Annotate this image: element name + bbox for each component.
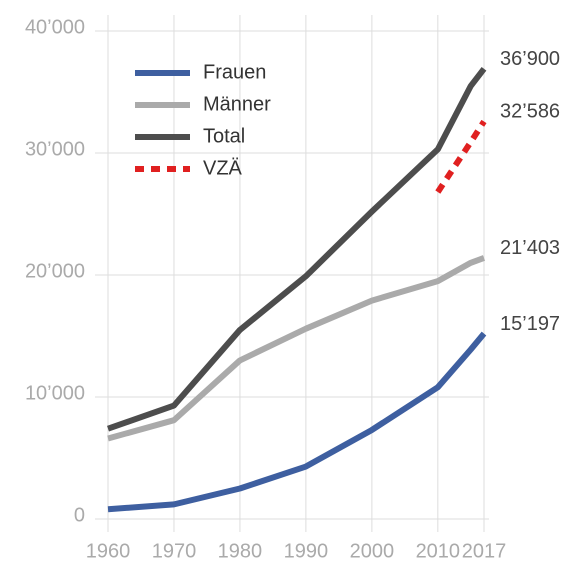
series-line [107, 66, 487, 432]
x-tick-label: 2010 [416, 540, 461, 562]
legend-label: Männer [203, 93, 271, 115]
x-tick-label: 2000 [350, 540, 395, 562]
x-tick-label: 1970 [152, 540, 197, 562]
series-line [107, 255, 486, 442]
y-tick-label: 20’000 [25, 260, 85, 282]
legend-label: Total [203, 125, 245, 147]
y-tick-label: 10’000 [25, 382, 85, 404]
legend-label: VZÄ [203, 157, 243, 179]
y-tick-label: 30’000 [25, 138, 85, 160]
series-line [107, 331, 487, 513]
x-tick-label: 1980 [218, 540, 263, 562]
y-tick-label: 0 [74, 504, 85, 526]
value-label: 15’197 [500, 313, 560, 335]
series-line [435, 119, 487, 194]
value-label: 36’900 [500, 48, 560, 70]
value-label: 21’403 [500, 237, 560, 259]
x-tick-label: 1960 [86, 540, 131, 562]
value-label: 32’586 [500, 101, 560, 123]
y-tick-label: 40’000 [25, 16, 85, 38]
x-tick-label: 1990 [284, 540, 329, 562]
legend-label: Frauen [203, 61, 266, 83]
x-tick-label: 2017 [462, 540, 507, 562]
